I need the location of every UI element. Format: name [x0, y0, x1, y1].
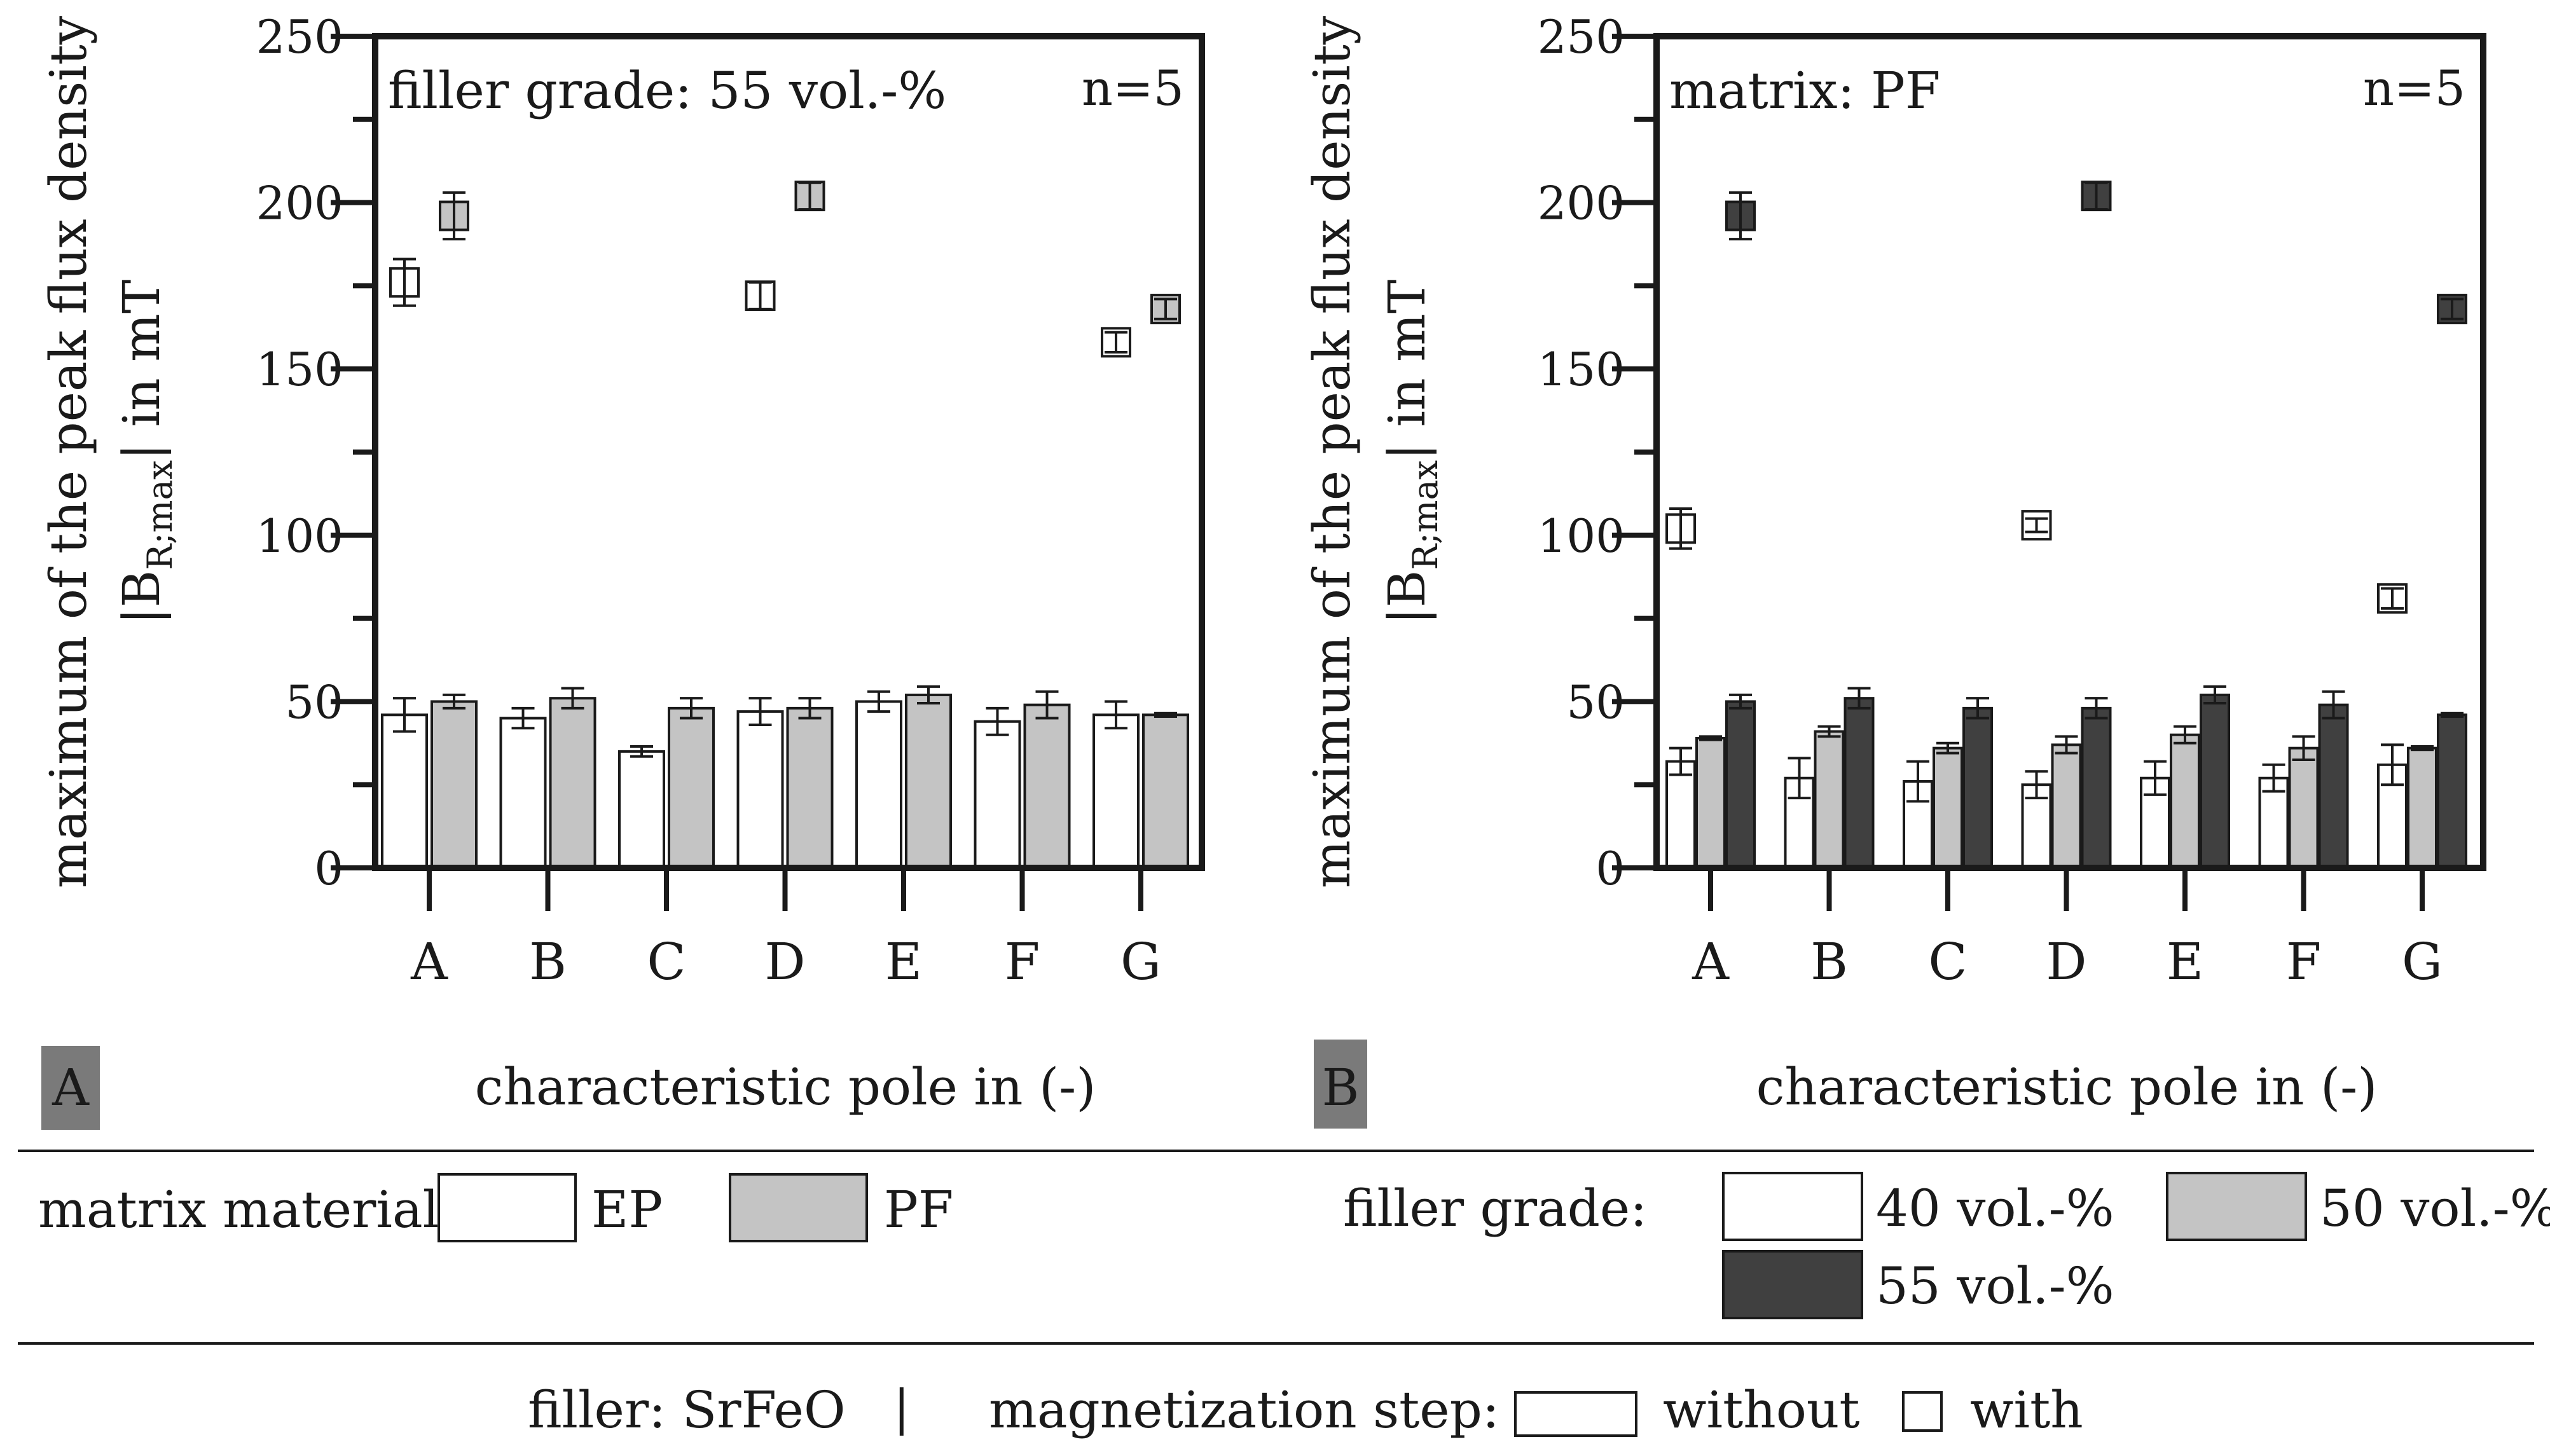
panel-a-annotation: filler grade: 55 vol.-% [388, 61, 946, 120]
legend-without-label: without [1663, 1380, 1860, 1439]
panel-b-ylabel-symbol: |B [1377, 570, 1437, 625]
panel-a-bar-D-1 [786, 706, 834, 870]
legend-filler-grade-label: filler grade: [1343, 1179, 1647, 1238]
panel-a-xtick-label-D: D [764, 932, 805, 991]
panel-a-ylabel-symbol: |B [112, 570, 171, 625]
panel-b-plot-frame [1653, 33, 2486, 871]
panel-a-bar-E-0 [855, 700, 902, 870]
legend-50vol-swatch [2166, 1172, 2307, 1241]
panel-a-ytick-label: 100 [256, 509, 343, 563]
panel-a-bar-F-0 [974, 720, 1021, 869]
legend-50vol-label: 50 vol.-% [2320, 1179, 2550, 1238]
legend-ep-label: EP [591, 1180, 663, 1239]
panel-b-tag: B [1322, 1058, 1360, 1117]
panel-a-ylabel-unit: | in mT [112, 280, 171, 460]
panel-b-bar-F-1 [2288, 746, 2319, 869]
legend-magnetization-label: magnetization step: [989, 1380, 1499, 1439]
panel-a-bar-E-1 [905, 693, 952, 870]
legend-matrix-label: matrix material: [38, 1180, 456, 1239]
panel-b-ylabel-line1: maximum of the peak flux density [1302, 16, 1361, 888]
panel-b-ytick-label: 200 [1538, 177, 1625, 230]
legend-40vol-swatch [1722, 1172, 1863, 1241]
panel-b-xtick-label-F: F [2286, 932, 2322, 991]
panel-a-xtick-label-B: B [529, 932, 567, 991]
panel-b-bar-A-2 [1725, 700, 1756, 870]
panel-b-xtick-label-A: A [1692, 932, 1730, 991]
panel-b-xtick-label-D: D [2046, 932, 2086, 991]
panel-a-ytick-label: 250 [256, 10, 343, 64]
panel-b-xtick-label-B: B [1810, 932, 1848, 991]
panel-a-xtick-label-E: E [885, 932, 922, 991]
panel-a-ylabel-subscript: R;max [140, 460, 180, 570]
panel-b-bar-G-2 [2437, 713, 2467, 869]
panel-b-sample-count: n=5 [2363, 60, 2465, 116]
panel-a-bar-B-0 [499, 717, 547, 870]
panel-a-bar-C-1 [668, 706, 715, 870]
panel-b-ytick-label: 150 [1538, 343, 1625, 396]
panel-a-ytick-label: 200 [256, 177, 343, 230]
panel-b-ylabel-subscript: R;max [1405, 460, 1445, 570]
legend-separator: | [893, 1379, 910, 1436]
legend-with-label: with [1970, 1380, 2083, 1439]
legend-pf-label: PF [884, 1180, 953, 1239]
panel-b-bar-E-1 [2170, 733, 2200, 869]
legend-40vol-label: 40 vol.-% [1876, 1179, 2114, 1238]
legend-pf-swatch [729, 1173, 868, 1242]
panel-b-ylabel-unit: | in mT [1377, 280, 1437, 460]
panel-b-bar-B-1 [1814, 730, 1845, 870]
panel-a-xlabel: characteristic pole in (-) [475, 1057, 1096, 1116]
panel-b-bar-F-2 [2318, 703, 2349, 869]
panel-b-xtick-label-G: G [2402, 932, 2443, 991]
panel-b-bar-D-1 [2051, 743, 2082, 870]
legend-55vol-label: 55 vol.-% [1876, 1256, 2114, 1315]
panel-a-bar-B-1 [549, 697, 596, 869]
panel-a-bar-G-0 [1092, 713, 1140, 869]
panel-a-bar-A-1 [431, 700, 478, 870]
panel-b-xtick-label-E: E [2167, 932, 2203, 991]
panel-a-bar-C-0 [618, 750, 665, 869]
panel-a-xtick-label-A: A [410, 932, 448, 991]
panel-a-plot-frame [372, 33, 1205, 871]
panel-b-bar-A-0 [1665, 760, 1696, 870]
panel-b-annotation: matrix: PF [1669, 61, 1940, 120]
panel-a-ylabel-line2: |BR;max| in mT [112, 280, 180, 625]
panel-a-sample-count: n=5 [1082, 60, 1184, 116]
panel-b-xtick-label-C: C [1928, 932, 1967, 991]
legend-without-swatch [1514, 1391, 1637, 1437]
panel-b-bar-B-2 [1844, 697, 1875, 869]
panel-a-bar-A-0 [381, 713, 428, 869]
panel-a-xtick-label-G: G [1120, 932, 1161, 991]
panel-a-tag-box [41, 1046, 100, 1130]
panel-a-bar-F-1 [1023, 703, 1071, 869]
panel-b-ytick-label: 100 [1538, 509, 1625, 563]
panel-a-xtick-label-F: F [1005, 932, 1040, 991]
panel-a-xtick-label-C: C [647, 932, 686, 991]
panel-b-bar-E-2 [2200, 693, 2230, 870]
panel-a-ytick-label: 150 [256, 343, 343, 396]
panel-b-ytick-label: 250 [1538, 10, 1625, 64]
panel-b-bar-G-1 [2407, 746, 2437, 869]
panel-b-bar-C-2 [1962, 706, 1993, 870]
legend-55vol-swatch [1722, 1250, 1863, 1319]
panel-b-tag-box [1314, 1040, 1367, 1129]
panel-a-ylabel-line1: maximum of the peak flux density [39, 16, 98, 888]
legend-filler-text: filler: SrFeO [528, 1380, 846, 1439]
legend-ep-swatch [438, 1173, 577, 1242]
panel-b-bar-D-2 [2081, 706, 2112, 870]
panel-b-xlabel: characteristic pole in (-) [1756, 1057, 2378, 1116]
panel-a-bar-D-0 [736, 710, 784, 869]
panel-b-bar-C-1 [1933, 746, 1963, 869]
panel-b-ylabel-line2: |BR;max| in mT [1377, 280, 1445, 625]
panel-a-bar-G-1 [1142, 713, 1189, 869]
panel-b-bar-A-1 [1695, 736, 1726, 870]
panel-a-tag: A [52, 1058, 90, 1117]
legend-with-swatch [1902, 1391, 1943, 1432]
